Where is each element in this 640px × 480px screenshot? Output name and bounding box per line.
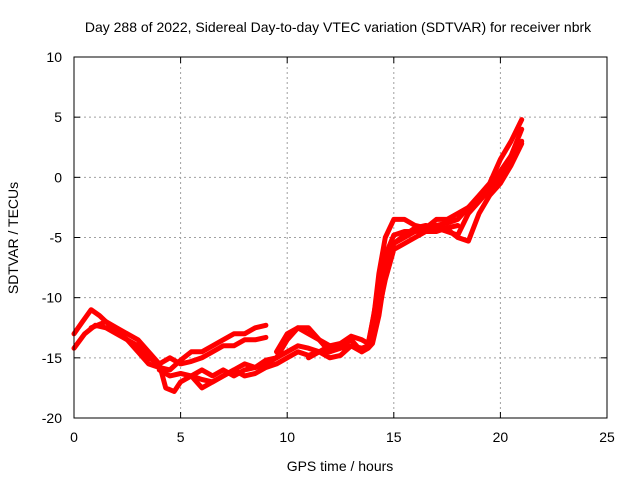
y-tick-label: -5 <box>50 230 63 246</box>
x-tick-label: 5 <box>177 429 185 445</box>
series-layer <box>71 117 525 394</box>
x-tick-labels: 0 5 10 15 20 25 <box>70 429 615 445</box>
y-tick-label: -15 <box>42 350 62 366</box>
chart-title: Day 288 of 2022, Sidereal Day-to-day VTE… <box>85 19 592 35</box>
y-tick-labels: -20 -15 -10 -5 0 5 10 <box>42 49 62 426</box>
x-tick-label: 0 <box>70 429 78 445</box>
y-tick-label: 5 <box>54 109 62 125</box>
y-axis-label: SDTVAR / TECUs <box>5 182 21 294</box>
tick-marks <box>73 56 608 419</box>
y-tick-label: 10 <box>46 49 62 65</box>
series-line-track-5 <box>188 141 525 391</box>
x-axis-label: GPS time / hours <box>287 458 394 474</box>
y-tick-label: -20 <box>42 410 62 426</box>
series-line-track-7 <box>306 126 525 361</box>
series-line-track-2 <box>71 322 269 367</box>
x-tick-label: 10 <box>279 429 295 445</box>
y-tick-label: 0 <box>54 169 62 185</box>
x-tick-label: 25 <box>599 429 615 445</box>
x-tick-label: 15 <box>386 429 402 445</box>
x-tick-label: 20 <box>493 429 509 445</box>
y-tick-label: -10 <box>42 290 62 306</box>
series-line-track-1 <box>71 307 269 373</box>
